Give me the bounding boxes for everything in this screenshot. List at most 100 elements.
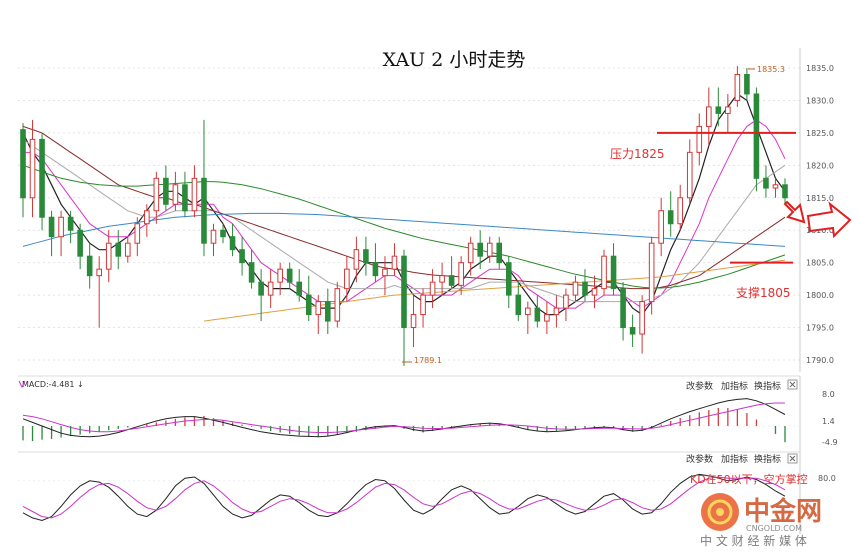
price-tick-label: 1830.0 [806,96,834,105]
candle-body [382,268,388,277]
candle [267,269,274,309]
candle [458,256,464,296]
candle [744,68,750,101]
kd-k-line [22,473,786,522]
candle-body [77,229,83,257]
candle-body [20,129,26,199]
candle-body [744,73,750,95]
candle-body [191,177,198,212]
candle-body [410,314,417,329]
candle-body [220,229,226,238]
moving-average-line [22,164,786,289]
candle-body [420,294,426,316]
candle-body [153,177,160,212]
candle [153,171,160,224]
candle-body [363,249,369,264]
candle [191,165,198,218]
candle-body [163,177,169,205]
candle-body [39,138,45,218]
candle [67,210,74,244]
kd-annotation: KD在50以下，空方掌控 [690,472,808,486]
moving-average-line [203,259,786,322]
candle [29,119,36,218]
price-tick-label: 1805.0 [806,259,834,268]
macd-label: MACD:-4.481 ↓ [22,380,84,389]
kd-add-indicator-button[interactable]: 加指标 [721,453,748,465]
price-tick-label: 1790.0 [806,356,834,365]
candle-body [439,275,445,283]
kd-change-params-button[interactable]: 改参数 [686,453,713,465]
candle-body [782,184,788,199]
candle-body [467,242,474,264]
candle [753,87,760,192]
candle [105,230,112,283]
watermark: 中金网 CNGOLD.COM 中 文 财 经 新 媒 体 [700,493,822,548]
candle-body [458,262,464,286]
candle [591,275,598,309]
price-tick-label: 1810.0 [806,226,834,235]
candle-body [591,288,598,296]
watermark-tagline: 中 文 财 经 新 媒 体 [700,533,807,548]
candle-body [496,242,503,264]
candle [296,269,303,302]
candle-body [648,242,655,303]
candle [496,236,503,270]
candle [639,295,645,354]
price-gridlines [18,67,800,361]
candle [629,314,636,348]
candle [696,113,703,166]
candle-body [525,307,531,316]
candle [525,301,531,335]
candle [258,269,264,322]
price-tick-label: 1800.0 [806,291,834,300]
macd-tick-bottom: -4.9 [822,438,838,447]
candle [286,262,293,289]
candle [515,282,522,322]
candle-body [334,288,341,322]
candle-body [401,255,407,329]
candle [363,236,369,276]
watermark-url: CNGOLD.COM [746,524,802,533]
candle [782,178,788,205]
macd-close-icon[interactable] [787,379,798,390]
candle [134,217,141,257]
price-tick-label: 1795.0 [806,324,834,333]
macd-change-params-button[interactable]: 改参数 [686,380,713,392]
candle [648,236,655,315]
price-axis: 1835.0 1830.0 1825.0 1820.0 1815.0 1810.0 1805… [806,64,834,365]
watermark-brand: 中金网 [744,496,822,527]
candle [772,178,779,198]
candle-body [105,242,112,270]
candle [77,223,83,270]
macd-switch-indicator-button[interactable]: 换指标 [754,380,781,392]
candle [429,269,436,309]
candle-body [296,281,303,296]
candle-body [515,294,522,316]
down-arrow-icon [783,200,806,224]
candle [325,288,331,335]
candle-body [629,327,636,335]
candle-body [429,281,436,296]
candle-body [96,268,103,277]
kd-close-icon[interactable] [787,453,798,464]
price-tick-label: 1815.0 [806,194,834,203]
candle-body [686,151,693,199]
kd-panel [18,473,800,522]
candle-body [229,236,236,251]
candle [563,288,569,322]
macd-marker-icon [18,380,26,389]
kd-switch-indicator-button[interactable]: 换指标 [754,453,781,465]
candle [239,236,245,276]
candle [477,230,483,270]
candle-body [286,268,293,283]
macd-dif-line [22,398,786,438]
support-resistance-levels [657,131,796,264]
high-price-label: 1835.3 [757,65,785,74]
candle-body [48,216,55,238]
candle-body [725,106,731,114]
candle [372,243,379,283]
macd-tick-top: 8.0 [822,390,835,399]
candle-body [677,197,684,225]
macd-add-indicator-button[interactable]: 加指标 [721,380,748,392]
